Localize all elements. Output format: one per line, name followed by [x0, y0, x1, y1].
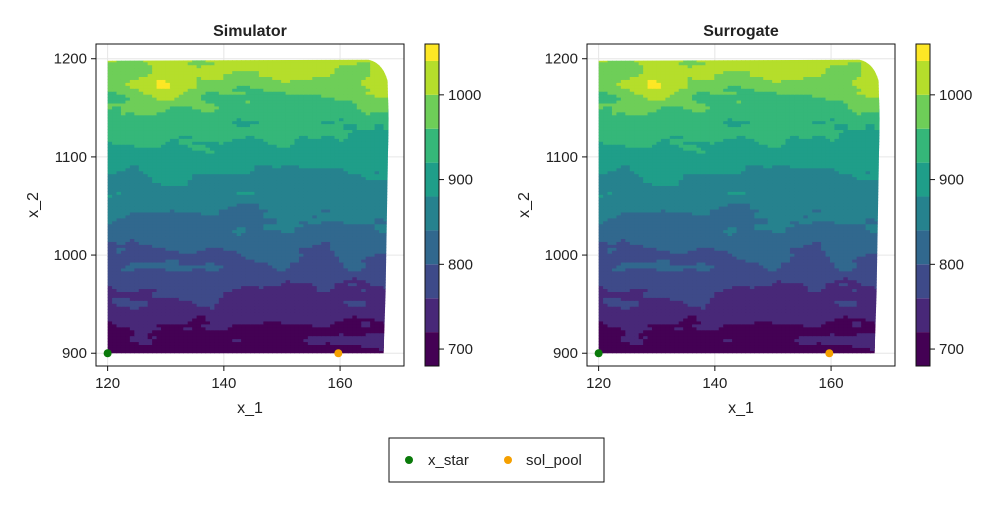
contour-cell — [388, 215, 393, 219]
contour-cell — [388, 312, 393, 316]
contour-cell — [388, 244, 393, 248]
contour-cell — [388, 250, 393, 254]
contour-cell — [388, 218, 393, 222]
contour-cell — [388, 174, 393, 178]
contour-cell — [388, 321, 393, 325]
contour-cell — [388, 327, 393, 331]
contour-cell — [388, 303, 393, 307]
contour-cell — [388, 277, 393, 281]
contour-cell — [383, 333, 388, 337]
contour-cell — [388, 286, 393, 290]
contour-cell — [388, 224, 393, 228]
contour-surface — [108, 59, 393, 354]
contour-cell — [388, 333, 393, 337]
contour-cell — [388, 297, 393, 301]
contour-cell — [388, 283, 393, 287]
contour-cell — [388, 159, 393, 163]
contour-cell — [388, 162, 393, 166]
contour-cell — [388, 221, 393, 225]
contour-cell — [383, 344, 388, 348]
contour-cell — [388, 309, 393, 313]
contour-cell — [388, 132, 393, 136]
contour-cell — [388, 168, 393, 172]
contour-cell — [388, 256, 393, 260]
contour-cell — [388, 206, 393, 210]
contour-cell — [388, 336, 393, 340]
contour-cell — [388, 200, 393, 204]
contour-cell — [388, 280, 393, 284]
contour-cell — [388, 171, 393, 175]
contour-cell — [388, 294, 393, 298]
contour-cell — [388, 265, 393, 269]
contour-cell — [388, 268, 393, 272]
contour-cell — [388, 141, 393, 145]
contour-cell — [388, 271, 393, 275]
contour-cell — [388, 306, 393, 310]
contour-cell — [383, 339, 388, 343]
contour-cell — [388, 230, 393, 234]
contour-cell — [388, 150, 393, 154]
contour-cell — [388, 315, 393, 319]
contour-cell — [388, 235, 393, 239]
contour-cell — [388, 330, 393, 334]
contour-cell — [388, 182, 393, 186]
contour-cell — [383, 341, 388, 345]
contour-cell — [388, 147, 393, 151]
contour-cell — [388, 247, 393, 251]
contour-cell — [388, 339, 393, 343]
contour-cell — [388, 209, 393, 213]
contour-cell — [388, 318, 393, 322]
contour-cell — [388, 227, 393, 231]
contour-cell — [388, 203, 393, 207]
contour-cell — [388, 153, 393, 157]
contour-cell — [388, 165, 393, 169]
contour-cell — [388, 188, 393, 192]
contour-cell — [388, 144, 393, 148]
contour-cell — [388, 347, 393, 351]
contour-cell — [388, 185, 393, 189]
contour-cell — [388, 238, 393, 242]
contour-cell — [388, 191, 393, 195]
contour-cell — [388, 324, 393, 328]
contour-cell — [388, 212, 393, 216]
contour-cell — [388, 341, 393, 345]
contour-cell — [388, 177, 393, 181]
contour-cell — [388, 179, 393, 183]
contour-cell — [388, 344, 393, 348]
contour-cell — [388, 138, 393, 142]
contour-cell — [388, 259, 393, 263]
contour-cell — [388, 300, 393, 304]
contour-cell — [388, 288, 393, 292]
contour-cell — [388, 291, 393, 295]
contour-cell — [388, 194, 393, 198]
contour-cell — [388, 197, 393, 201]
contour-cell — [388, 241, 393, 245]
contour-cell — [383, 336, 388, 340]
contour-cell — [388, 126, 393, 130]
contour-cell — [383, 347, 388, 351]
contour-cell — [388, 135, 393, 139]
contour-cell — [388, 262, 393, 266]
contour-cell — [388, 129, 393, 133]
contour-cell — [388, 232, 393, 236]
contour-cell — [388, 274, 393, 278]
